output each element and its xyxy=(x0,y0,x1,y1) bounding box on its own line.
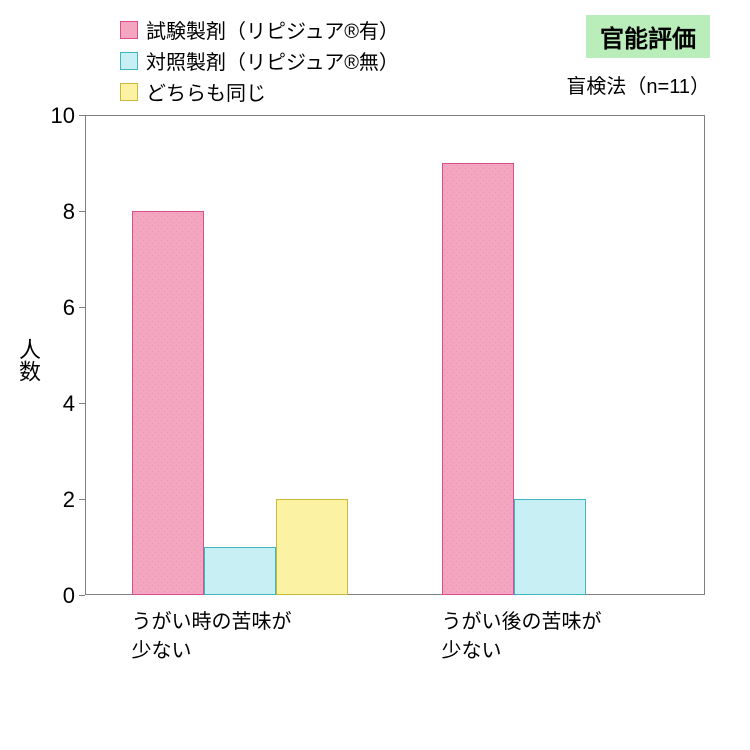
chart-container: 試験製剤（リピジュア®有）対照製剤（リピジュア®無）どちらも同じ 官能評価 盲検… xyxy=(0,0,750,750)
x-category-label: うがい時の苦味が少ない xyxy=(132,605,292,663)
y-tick-mark xyxy=(79,499,85,500)
legend-swatch xyxy=(120,52,138,70)
y-tick-label: 6 xyxy=(41,295,75,321)
y-tick-label: 8 xyxy=(41,199,75,225)
legend-swatch xyxy=(120,83,138,101)
y-tick-label: 0 xyxy=(41,583,75,609)
legend-label: 対照製剤（リピジュア®無） xyxy=(146,46,399,75)
y-tick-mark xyxy=(79,115,85,116)
bar xyxy=(514,499,586,595)
y-tick-mark xyxy=(79,595,85,596)
subtitle: 盲検法（n=11） xyxy=(566,76,710,98)
legend-label: どちらも同じ xyxy=(146,77,266,106)
bar xyxy=(276,499,348,595)
legend-item: 試験製剤（リピジュア®有） xyxy=(120,15,399,44)
legend: 試験製剤（リピジュア®有）対照製剤（リピジュア®無）どちらも同じ xyxy=(120,15,399,108)
legend-item: どちらも同じ xyxy=(120,77,399,106)
y-axis-label: 人数 xyxy=(12,338,44,382)
evaluation-badge: 官能評価 xyxy=(586,15,710,58)
y-tick-label: 2 xyxy=(41,487,75,513)
y-tick-label: 4 xyxy=(41,391,75,417)
bar xyxy=(442,163,514,595)
bar xyxy=(204,547,276,595)
bar xyxy=(132,211,204,595)
legend-swatch xyxy=(120,21,138,39)
right-header: 官能評価 盲検法（n=11） xyxy=(566,15,710,99)
y-tick-mark xyxy=(79,211,85,212)
y-tick-label: 10 xyxy=(41,103,75,129)
legend-item: 対照製剤（リピジュア®無） xyxy=(120,46,399,75)
y-tick-mark xyxy=(79,307,85,308)
x-category-label: うがい後の苦味が少ない xyxy=(442,605,602,663)
header-area: 試験製剤（リピジュア®有）対照製剤（リピジュア®無）どちらも同じ 官能評価 盲検… xyxy=(120,15,710,108)
legend-label: 試験製剤（リピジュア®有） xyxy=(146,15,399,44)
y-tick-mark xyxy=(79,403,85,404)
